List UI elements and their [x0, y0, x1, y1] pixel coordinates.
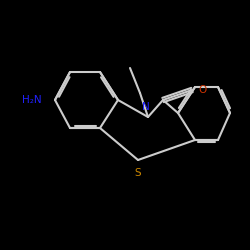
Text: O: O [198, 85, 206, 95]
Text: H₂N: H₂N [22, 95, 41, 105]
Text: S: S [135, 168, 141, 177]
Text: N: N [142, 102, 150, 113]
